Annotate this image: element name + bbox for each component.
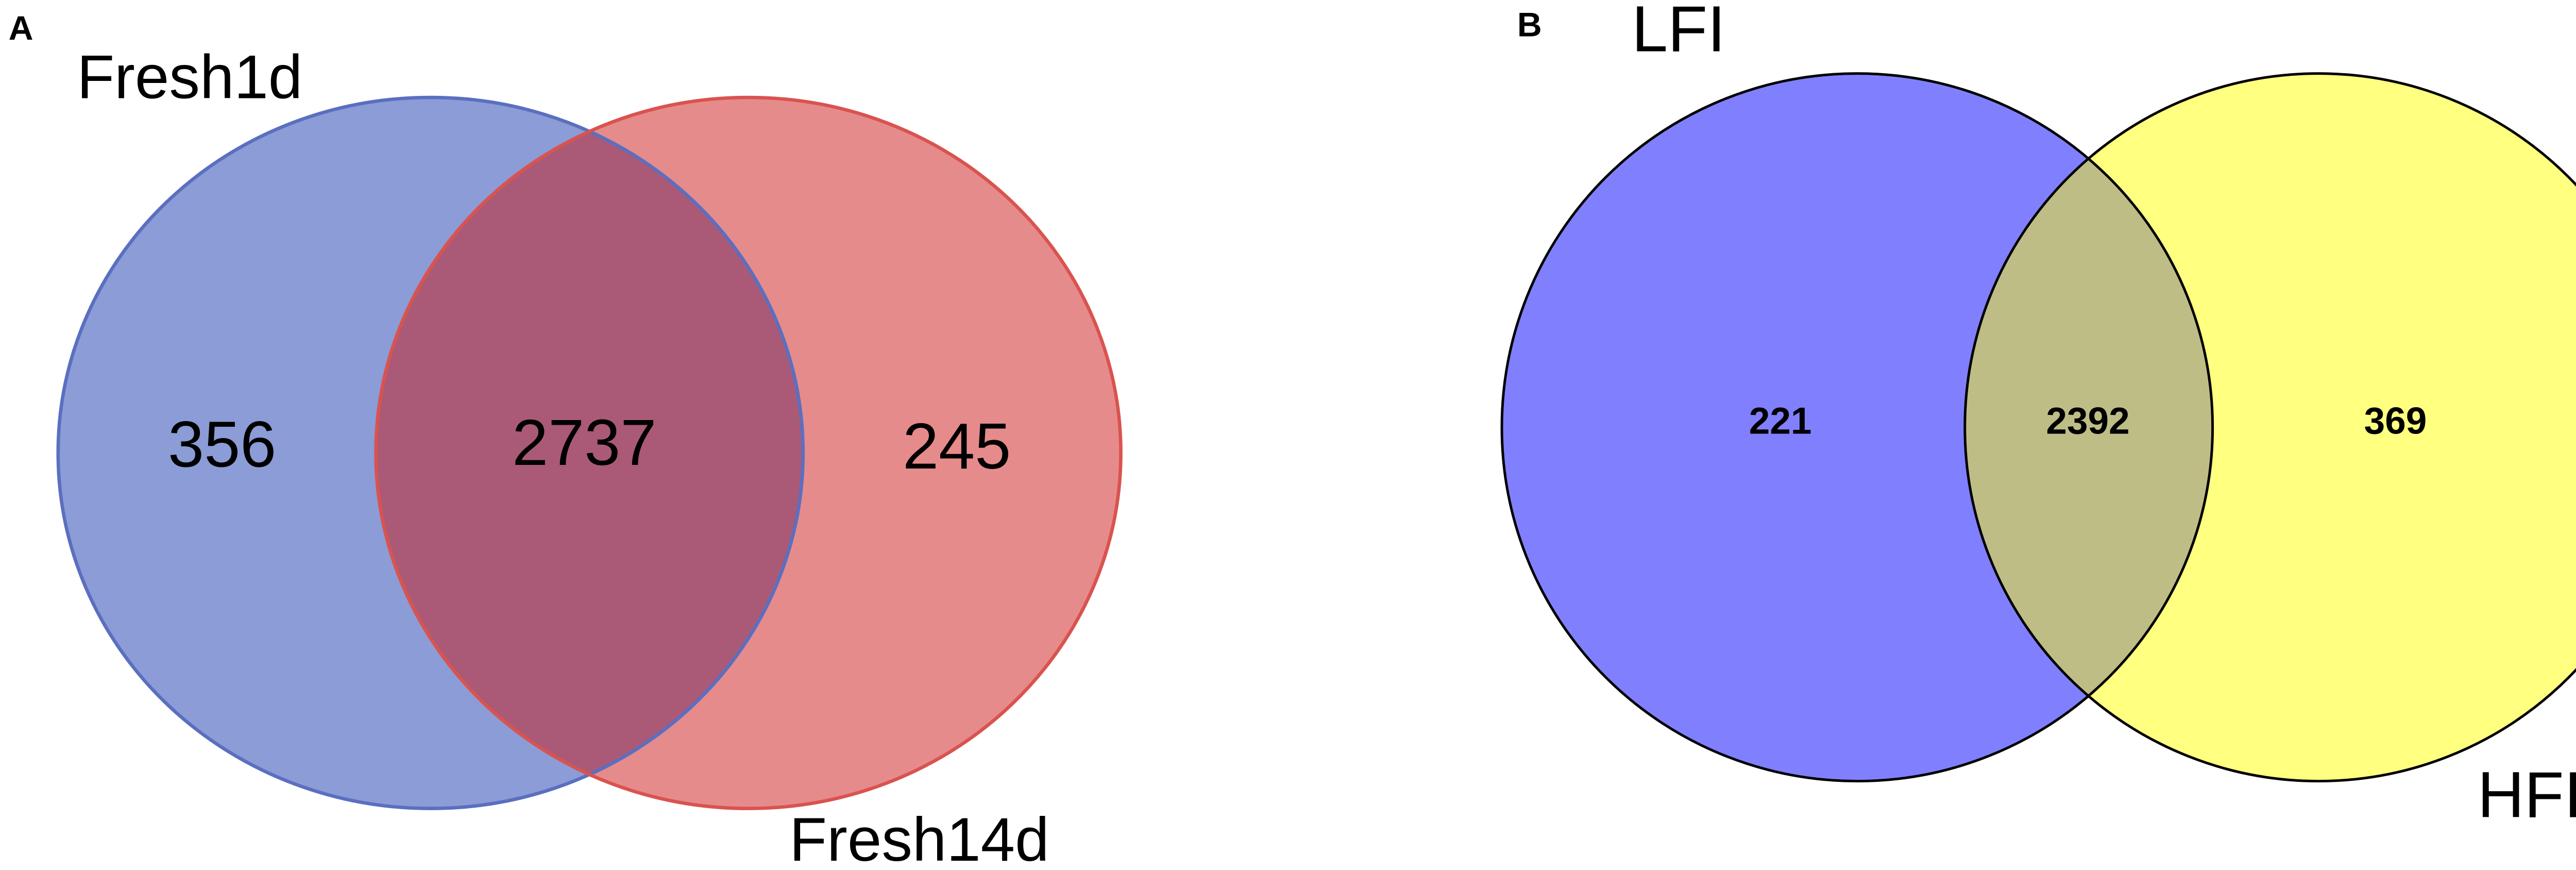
panel-label: A bbox=[9, 9, 33, 47]
overlap-region bbox=[376, 97, 803, 809]
set-outline bbox=[56, 95, 805, 810]
set-label: HFI bbox=[2478, 758, 2576, 831]
set-outline bbox=[1500, 72, 2214, 783]
panel-label: B bbox=[1517, 6, 1542, 44]
region-count: 2737 bbox=[512, 406, 656, 479]
overlap-region bbox=[1964, 73, 2213, 781]
region-count: 221 bbox=[1749, 400, 1812, 442]
venn-panel: A Fresh1d Fresh14d 356 2737 245 bbox=[9, 9, 1123, 870]
set-label: Fresh1d bbox=[77, 43, 302, 112]
set-label: Fresh14d bbox=[789, 806, 1049, 870]
region-count: 245 bbox=[903, 410, 1011, 482]
set-outline bbox=[1963, 72, 2576, 782]
region-count: 369 bbox=[2364, 400, 2427, 442]
region-count: 2392 bbox=[2046, 400, 2129, 442]
set-label: LFI bbox=[1632, 0, 1725, 65]
set-outline bbox=[374, 95, 1123, 810]
venn-panel: B LFI HFI 221 2392 369 bbox=[1500, 0, 2576, 831]
region-count: 356 bbox=[168, 408, 276, 480]
